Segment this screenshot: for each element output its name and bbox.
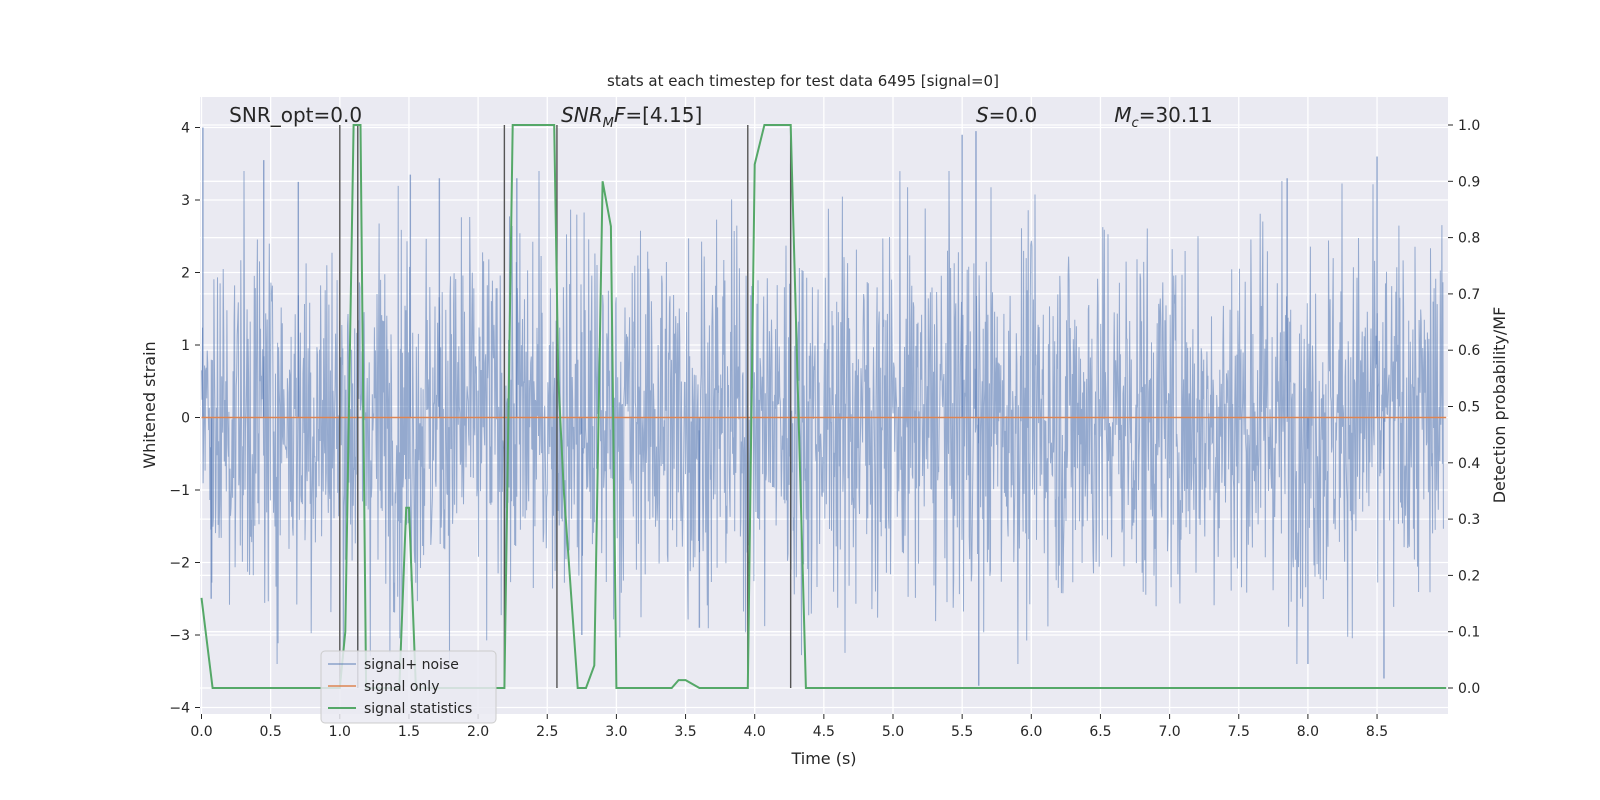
x-tick-label: 3.0 [605, 724, 627, 740]
annotation-2: S=0.0 [976, 103, 1037, 127]
y-left-tick-label: −1 [169, 483, 190, 499]
x-tick-label: 8.5 [1366, 724, 1388, 740]
x-tick-label: 6.5 [1089, 724, 1111, 740]
x-tick-label: 7.5 [1228, 724, 1250, 740]
legend-label: signal statistics [364, 701, 472, 717]
annotations: SNR_opt=0.0 SNRMF=[4.15] S=0.0 Mc=30.11 [229, 103, 1213, 131]
y-left-tick-label: 3 [181, 193, 190, 209]
x-tick-label: 1.0 [329, 724, 351, 740]
x-tick-label: 7.0 [1158, 724, 1180, 740]
y-axis-left-ticks: 4 3 2 1 0 −1 −2 −3 −4 [169, 121, 200, 717]
x-tick-label: 4.5 [813, 724, 835, 740]
signal-statistics-series [200, 124, 1447, 689]
x-tick-label: 3.5 [674, 724, 696, 740]
x-tick-label: 2.5 [536, 724, 558, 740]
y-left-tick-label: 0 [181, 411, 190, 427]
y-axis-right-ticks: 1.0 0.9 0.8 0.7 0.6 0.5 0.4 0.3 0.2 0.1 0.0 [1448, 118, 1480, 697]
legend-label: signal only [364, 679, 439, 695]
y-right-tick-label: 0.6 [1458, 343, 1480, 359]
legend: signal+ noise signal only signal statistic… [320, 650, 497, 724]
y-right-tick-label: 0.2 [1458, 568, 1480, 584]
legend-label: signal+ noise [364, 657, 459, 673]
y-left-tick-label: −2 [169, 556, 190, 572]
signal-statistics-line [200, 124, 1447, 689]
x-tick-label: 4.0 [744, 724, 766, 740]
y-right-tick-label: 0.0 [1458, 681, 1480, 697]
y-right-tick-label: 0.1 [1458, 625, 1480, 641]
x-tick-label: 5.0 [882, 724, 904, 740]
y-axis-left-label: Whitened strain [140, 341, 159, 468]
x-tick-label: 6.0 [1020, 724, 1042, 740]
x-tick-label: 2.0 [467, 724, 489, 740]
legend-box [320, 650, 497, 724]
y-right-tick-label: 1.0 [1458, 118, 1480, 134]
y-right-tick-label: 0.8 [1458, 231, 1480, 247]
y-left-tick-label: 4 [181, 121, 190, 137]
x-axis-label: Time (s) [790, 749, 856, 768]
y-right-tick-label: 0.9 [1458, 174, 1480, 190]
x-axis-ticks: 0.0 0.5 1.0 1.5 2.0 2.5 3.0 3.5 4.0 4.5 5.0 5.5 6.0 6… [190, 714, 1388, 740]
signal-noise-series [201, 127, 1444, 686]
y-left-tick-label: 1 [181, 338, 190, 354]
annotation-1: SNRMF=[4.15] [561, 103, 702, 131]
vertical-markers [339, 125, 792, 688]
y-left-tick-label: 2 [181, 266, 190, 282]
y-right-tick-label: 0.3 [1458, 512, 1480, 528]
y-right-tick-label: 0.7 [1458, 287, 1480, 303]
y-left-tick-label: −4 [169, 701, 190, 717]
signal-noise-line [201, 170, 1444, 665]
x-tick-label: 5.5 [951, 724, 973, 740]
x-tick-label: 0.0 [190, 724, 212, 740]
x-tick-label: 0.5 [260, 724, 282, 740]
y-right-tick-label: 0.4 [1458, 456, 1480, 472]
annotation-3: Mc=30.11 [1114, 103, 1212, 131]
chart-title: stats at each timestep for test data 649… [607, 72, 999, 90]
y-left-tick-label: −3 [169, 628, 190, 644]
y-right-tick-label: 0.5 [1458, 400, 1480, 416]
x-tick-label: 8.0 [1297, 724, 1319, 740]
annotation-0: SNR_opt=0.0 [229, 103, 362, 127]
x-tick-label: 1.5 [398, 724, 420, 740]
y-axis-right-label: Detection probability/MF [1490, 307, 1509, 504]
